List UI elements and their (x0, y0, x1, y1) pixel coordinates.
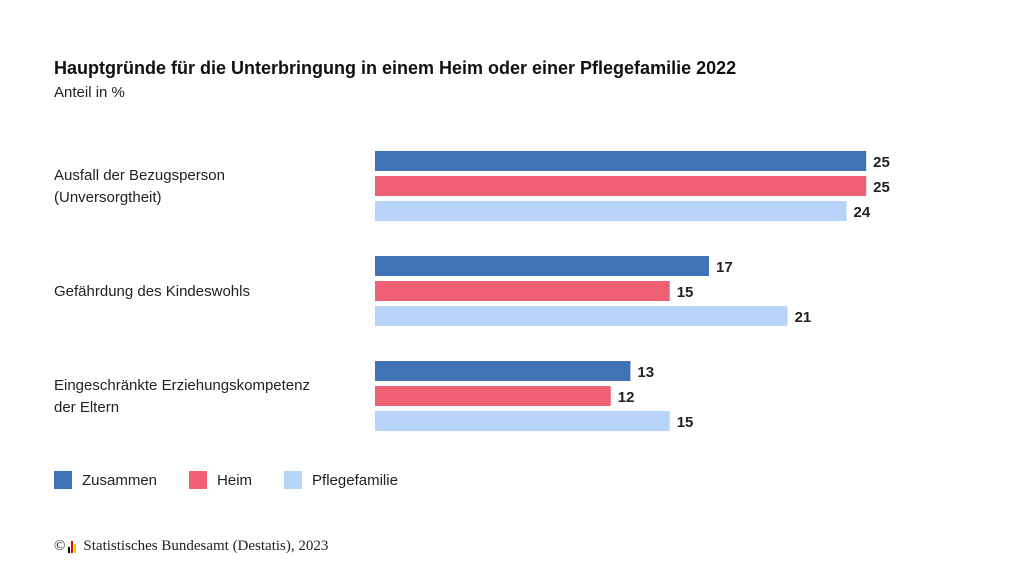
bar-chart: Ausfall der Bezugsperson (Unversorgtheit)… (54, 151, 890, 431)
data-label: 15 (677, 284, 694, 301)
bar-pflegefamilie (375, 201, 847, 221)
category-label: Eingeschränkte Erziehungskompetenz (54, 377, 310, 394)
legend-label: Pflegefamilie (312, 471, 398, 489)
chart-legend: Zusammen Heim Pflegefamilie (54, 471, 430, 489)
data-label: 25 (873, 154, 890, 171)
logo-bar (71, 540, 74, 553)
bar-zusammen (375, 256, 709, 276)
category-label: (Unversorgtheit) (54, 189, 162, 206)
bar-heim (375, 176, 867, 196)
data-label: 25 (873, 179, 890, 196)
chart-subtitle: Anteil in % (54, 84, 125, 101)
data-label: 17 (716, 259, 733, 276)
legend-item: Zusammen (54, 471, 157, 489)
bar-pflegefamilie (375, 306, 788, 326)
legend-label: Zusammen (82, 471, 158, 489)
data-label: 15 (677, 414, 694, 431)
chart-title: Hauptgründe für die Unterbringung in ein… (54, 58, 737, 78)
bar-zusammen (375, 361, 631, 381)
logo-bar (74, 543, 77, 553)
category-label: Gefährdung des Kindeswohls (54, 283, 250, 300)
data-label: 21 (795, 309, 812, 326)
bar-heim (375, 386, 611, 406)
legend-item: Heim (189, 471, 252, 489)
destatis-logo-icon (68, 540, 77, 553)
bar-pflegefamilie (375, 411, 670, 431)
data-label: 24 (854, 204, 871, 221)
data-label: 12 (618, 389, 635, 406)
legend-swatch (54, 471, 72, 489)
source-footer: © Statistisches Bundesamt (Destatis), 20… (54, 538, 328, 555)
data-label: 13 (637, 364, 654, 381)
category-label: der Eltern (54, 399, 119, 416)
source-text: Statistisches Bundesamt (Destatis), 2023 (83, 538, 329, 554)
copyright-icon: © (54, 538, 66, 554)
category-label: Ausfall der Bezugsperson (54, 167, 225, 184)
legend-swatch (284, 471, 303, 489)
bar-zusammen (375, 151, 867, 171)
legend-item: Pflegefamilie (284, 471, 398, 489)
logo-bar (68, 546, 71, 553)
bar-heim (375, 281, 670, 301)
legend-swatch (189, 471, 208, 489)
legend-label: Heim (217, 471, 253, 489)
